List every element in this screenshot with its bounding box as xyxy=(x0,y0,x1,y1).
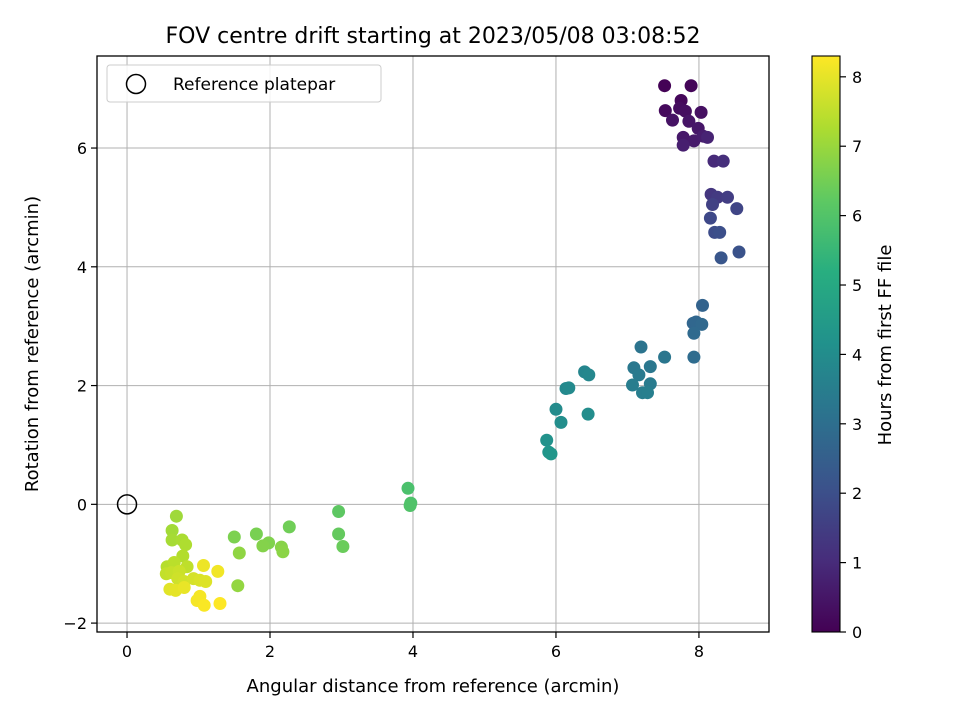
y-axis-ticks: −2 0 2 4 6 xyxy=(63,139,97,633)
data-point xyxy=(687,350,701,364)
colorbar-tick-label: 6 xyxy=(852,207,862,226)
data-point xyxy=(641,386,654,400)
data-point xyxy=(332,527,346,541)
data-point xyxy=(666,113,679,127)
data-point xyxy=(231,579,245,593)
data-point xyxy=(401,481,415,495)
data-point xyxy=(658,350,672,364)
x-tick-label: 0 xyxy=(122,642,132,661)
data-point xyxy=(694,105,708,119)
data-points xyxy=(159,79,746,612)
data-point xyxy=(165,533,179,547)
colorbar-tick-label: 5 xyxy=(852,276,862,295)
data-point xyxy=(282,520,296,534)
colorbar-tick-label: 3 xyxy=(852,415,862,434)
data-point xyxy=(626,378,639,392)
reference-point xyxy=(116,494,138,515)
legend: Reference platepar xyxy=(106,64,382,103)
colorbar-tick-label: 1 xyxy=(852,554,862,573)
data-point xyxy=(211,564,225,578)
data-point xyxy=(696,298,709,312)
data-point xyxy=(165,524,179,537)
data-point xyxy=(169,509,183,523)
x-tick-label: 8 xyxy=(694,642,704,661)
x-tick-label: 6 xyxy=(551,642,561,661)
data-point xyxy=(714,251,728,265)
y-tick-label: 2 xyxy=(77,377,87,396)
data-point xyxy=(707,154,721,168)
data-point xyxy=(732,245,746,259)
legend-entry-reference: Reference platepar xyxy=(173,75,335,95)
y-tick-label: 0 xyxy=(77,495,87,514)
data-point xyxy=(716,154,730,168)
data-point xyxy=(682,114,696,128)
data-point xyxy=(581,407,595,421)
y-tick-label: 4 xyxy=(77,258,87,277)
colorbar: 0 1 2 3 4 5 6 7 8 Hours from first FF file xyxy=(811,55,896,642)
data-point xyxy=(684,79,698,93)
data-point xyxy=(213,597,227,610)
data-point xyxy=(701,130,714,144)
data-point xyxy=(179,538,193,552)
chart-title: FOV centre drift starting at 2023/05/08 … xyxy=(166,24,701,49)
y-axis-label: Rotation from reference (arcmin) xyxy=(22,196,43,492)
colorbar-ticks: 0 1 2 3 4 5 6 7 8 xyxy=(840,68,862,642)
plot-frame xyxy=(96,55,770,633)
x-grid xyxy=(126,56,700,632)
data-point xyxy=(643,360,657,374)
y-grid xyxy=(97,147,769,624)
data-point xyxy=(678,104,692,118)
data-point xyxy=(658,79,672,93)
legend-box xyxy=(106,64,382,103)
data-point xyxy=(632,368,646,382)
colorbar-label: Hours from first FF file xyxy=(875,245,896,446)
data-point xyxy=(232,546,246,560)
data-point xyxy=(227,530,241,544)
data-point xyxy=(197,598,211,612)
data-point xyxy=(562,381,576,395)
y-tick-label: 6 xyxy=(77,139,87,158)
data-point xyxy=(713,225,727,239)
data-point xyxy=(403,499,417,512)
data-point xyxy=(706,198,719,211)
data-point xyxy=(332,505,346,518)
data-point xyxy=(177,581,191,594)
data-point xyxy=(544,447,558,461)
colorbar-frame xyxy=(811,55,841,633)
data-point xyxy=(703,211,717,225)
y-tick-label: −2 xyxy=(63,614,87,633)
data-point xyxy=(582,368,596,382)
data-point xyxy=(540,433,554,447)
data-point xyxy=(730,202,744,216)
x-axis-label: Angular distance from reference (arcmin) xyxy=(247,676,620,697)
data-point xyxy=(687,326,701,340)
x-axis-ticks: 0 2 4 6 8 xyxy=(122,632,704,661)
data-point xyxy=(658,104,672,118)
colorbar-tick-label: 2 xyxy=(852,484,862,503)
data-point xyxy=(695,317,709,331)
data-point xyxy=(249,527,263,541)
data-point xyxy=(549,402,563,416)
data-point xyxy=(199,575,213,588)
data-point xyxy=(276,545,290,559)
x-tick-label: 4 xyxy=(408,642,418,661)
data-point xyxy=(336,540,350,553)
data-point xyxy=(721,190,734,204)
colorbar-tick-label: 0 xyxy=(852,623,862,642)
x-tick-label: 2 xyxy=(265,642,275,661)
colorbar-tick-label: 7 xyxy=(852,137,862,156)
data-point xyxy=(256,539,270,553)
data-point xyxy=(554,415,568,429)
colorbar-tick-label: 8 xyxy=(852,68,862,87)
legend-marker xyxy=(125,73,147,95)
data-point xyxy=(197,559,210,572)
data-point xyxy=(634,340,648,354)
colorbar-gradient xyxy=(812,56,840,632)
data-point xyxy=(676,138,690,152)
colorbar-tick-label: 4 xyxy=(852,345,862,364)
